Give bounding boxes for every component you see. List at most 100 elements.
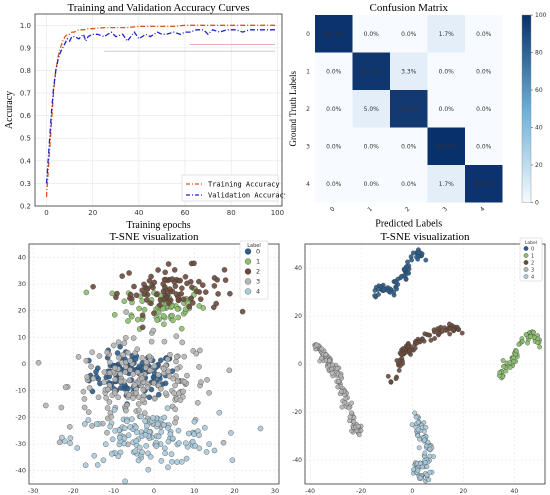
scatter-point-class-2 bbox=[200, 282, 206, 288]
scatter-point-class-3 bbox=[164, 356, 171, 362]
y-axis-label: Ground Truth Labels bbox=[288, 71, 298, 147]
scatter-point-class-4 bbox=[158, 458, 165, 464]
scatter-point-class-2 bbox=[172, 283, 179, 289]
scatter-point-class-2 bbox=[139, 324, 146, 331]
scatter-point-class-2 bbox=[175, 297, 182, 304]
scatter-point-class-2 bbox=[443, 327, 448, 333]
x-tick-label: 0 bbox=[152, 487, 156, 495]
scatter-point-class-3 bbox=[327, 358, 332, 363]
scatter-point-class-3 bbox=[89, 349, 95, 355]
scatter-point-class-3 bbox=[43, 402, 49, 409]
scatter-point-class-1 bbox=[500, 358, 506, 363]
scatter-point-class-3 bbox=[343, 396, 349, 401]
scatter-point-class-3 bbox=[351, 419, 357, 425]
scatter-point-class-4 bbox=[158, 429, 164, 435]
scatter-point-class-1 bbox=[161, 321, 167, 327]
y-tick-label: 0.8 bbox=[20, 67, 31, 75]
y-tick-label: 0.5 bbox=[20, 135, 31, 143]
scatter-point-class-4 bbox=[85, 417, 92, 423]
matrix-cell bbox=[352, 127, 390, 165]
scatter-point-class-4 bbox=[103, 441, 109, 447]
scatter-point-class-4 bbox=[228, 430, 234, 436]
scatter-point-class-1 bbox=[196, 303, 202, 309]
scatter-point-class-4 bbox=[162, 450, 168, 457]
col-tick-label: 0 bbox=[329, 205, 337, 213]
scatter-point-class-3 bbox=[115, 339, 122, 345]
scatter-point-class-3 bbox=[338, 373, 344, 379]
x-tick-label: 20 bbox=[88, 209, 97, 217]
cell-value-label: 100.0% bbox=[435, 143, 458, 150]
scatter-point-class-1 bbox=[537, 344, 542, 350]
y-tick-label: -10 bbox=[15, 387, 26, 395]
scatter-point-class-2 bbox=[131, 283, 137, 290]
scatter-point-class-4 bbox=[189, 438, 196, 445]
scatter-point-class-3 bbox=[106, 370, 113, 376]
scatter-point-class-0 bbox=[402, 266, 407, 272]
scatter-point-class-2 bbox=[396, 368, 402, 373]
scatter-point-class-2 bbox=[419, 336, 425, 342]
accuracy-chart: Training and Validation Accuracy Curves 0… bbox=[4, 2, 285, 231]
scatter-point-class-3 bbox=[139, 375, 146, 382]
scatter-point-class-4 bbox=[122, 478, 128, 485]
scatter-point-class-2 bbox=[399, 351, 405, 357]
scatter-point-class-3 bbox=[173, 354, 180, 360]
scatter-point-class-3 bbox=[174, 365, 180, 372]
y-tick-label: 10 bbox=[18, 333, 26, 341]
scatter-point-class-3 bbox=[204, 377, 210, 383]
scatter-point-class-2 bbox=[151, 310, 157, 316]
y-tick-label: -20 bbox=[292, 409, 302, 416]
scatter-point-class-4 bbox=[183, 440, 189, 446]
matrix-cell bbox=[315, 15, 353, 53]
scatter-point-class-3 bbox=[151, 363, 158, 369]
scatter-point-class-4 bbox=[109, 436, 116, 443]
scatter-point-class-4 bbox=[74, 445, 81, 451]
accuracy-chart-title: Training and Validation Accuracy Curves bbox=[67, 2, 249, 14]
legend-box bbox=[239, 240, 269, 300]
scatter-point-class-1 bbox=[170, 317, 176, 324]
scatter-point-class-3 bbox=[112, 365, 118, 371]
scatter-point-class-4 bbox=[135, 457, 142, 464]
confusion-matrix-title: Confusion Matrix bbox=[369, 2, 448, 14]
tsne-chart-1: T-SNE visualization-30 -20 -10 0 10 20 3040302… bbox=[15, 232, 280, 495]
scatter-point-class-4 bbox=[168, 451, 175, 457]
scatter-point-class-0 bbox=[375, 287, 381, 292]
scatter-point-class-3 bbox=[127, 367, 133, 373]
scatter-point-class-3 bbox=[116, 354, 122, 361]
matrix-cell bbox=[427, 15, 465, 53]
scatter-point-class-2 bbox=[215, 291, 221, 297]
accuracy-chart-panel: Training and Validation Accuracy Curves 0… bbox=[0, 0, 285, 232]
x-tick-label: 0 bbox=[44, 209, 48, 217]
scatter-point-class-3 bbox=[139, 396, 146, 403]
y-tick-label: 0.4 bbox=[20, 157, 32, 165]
legend-label: 3 bbox=[531, 268, 534, 274]
scatter-point-class-2 bbox=[139, 287, 145, 294]
scatter-point-class-4 bbox=[216, 409, 223, 416]
scatter-point-class-3 bbox=[335, 384, 341, 390]
scatter-point-class-2 bbox=[177, 277, 183, 284]
scatter-point-class-3 bbox=[81, 396, 88, 402]
row-tick-label: 3 bbox=[306, 143, 310, 150]
colorbar-tick-label: 20 bbox=[535, 162, 543, 169]
scatter-point-class-2 bbox=[406, 344, 411, 350]
scatter-point-class-2 bbox=[203, 289, 209, 295]
legend-marker bbox=[244, 248, 252, 255]
matrix-cell bbox=[427, 127, 465, 165]
cell-value-label: 0.0% bbox=[476, 106, 492, 113]
scatter-point-class-2 bbox=[161, 296, 168, 303]
scatter-point-class-0 bbox=[93, 369, 99, 375]
cell-value-label: 0.0% bbox=[326, 106, 342, 113]
scatter-point-class-3 bbox=[179, 339, 186, 346]
scatter-point-class-4 bbox=[153, 443, 160, 449]
scatter-point-class-4 bbox=[136, 444, 143, 451]
scatter-point-class-3 bbox=[84, 374, 90, 380]
tsne-chart-panel-1: T-SNE visualization -30 -20 -10 0 10 20 30 40 30 2… bbox=[0, 232, 285, 495]
scatter-point-class-3 bbox=[329, 370, 335, 376]
colorbar-tick-label: 60 bbox=[535, 87, 543, 94]
cell-value-label: 0.0% bbox=[401, 143, 417, 150]
scatter-point-class-4 bbox=[111, 407, 118, 413]
x-tick-label: 30 bbox=[271, 487, 279, 495]
scatter-point-class-3 bbox=[107, 359, 113, 366]
scatter-point-class-1 bbox=[129, 313, 135, 320]
matrix-cell bbox=[390, 90, 428, 128]
scatter-point-class-4 bbox=[426, 477, 432, 483]
